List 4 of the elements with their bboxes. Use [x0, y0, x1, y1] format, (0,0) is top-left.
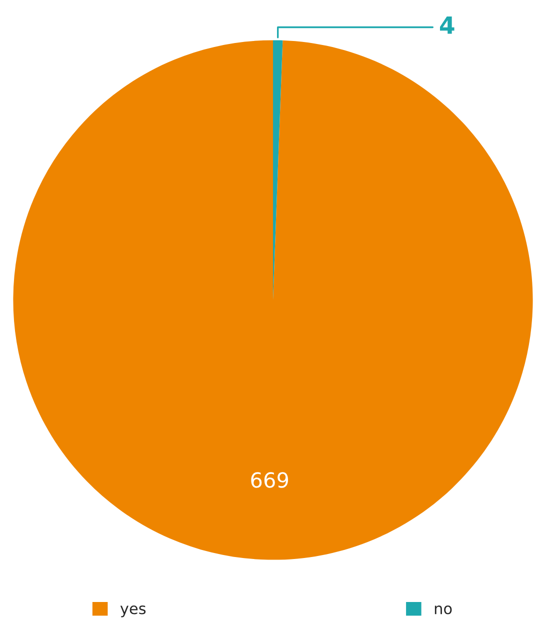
legend-label: yes: [120, 606, 146, 618]
data-label: 669: [251, 472, 288, 488]
legend-label: no: [434, 606, 452, 614]
data-label: 4: [440, 16, 454, 34]
